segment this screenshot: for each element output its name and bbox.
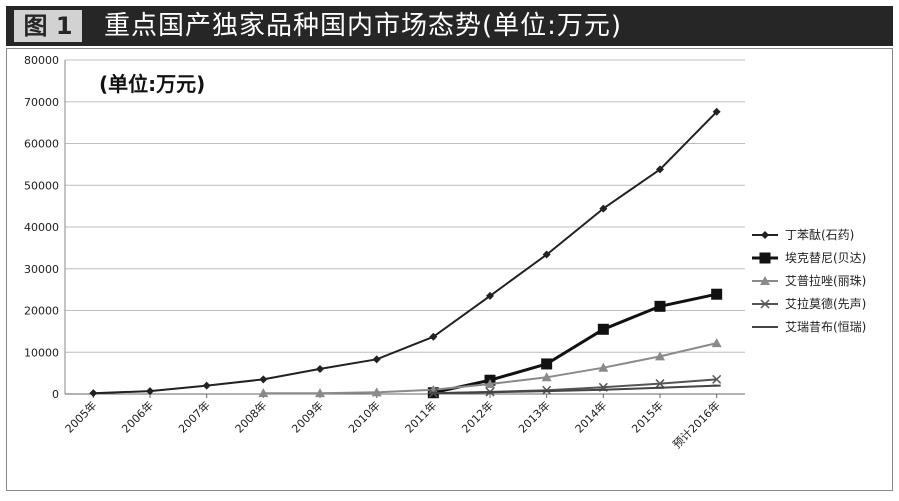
data-point-series-2 bbox=[541, 358, 553, 370]
data-point-series-4 bbox=[712, 374, 722, 384]
series-line-5 bbox=[433, 384, 717, 395]
legend-marker bbox=[760, 276, 770, 285]
x-tick-label: 预计2016年 bbox=[670, 398, 723, 451]
data-point-series-1 bbox=[89, 389, 98, 398]
x-tick-label: 2014年 bbox=[572, 398, 609, 435]
figure-number-badge: 图 1 bbox=[14, 10, 82, 42]
data-point-series-3 bbox=[371, 387, 382, 397]
data-point-series-1 bbox=[372, 355, 381, 364]
legend-marker bbox=[760, 299, 770, 309]
series-line-2 bbox=[432, 292, 718, 395]
legend-label: 埃克替尼(贝达) bbox=[785, 251, 866, 265]
data-point-series-3 bbox=[598, 362, 609, 372]
x-tick-label: 2012年 bbox=[459, 398, 496, 435]
x-tick-label: 2005年 bbox=[62, 398, 99, 435]
data-point-series-3 bbox=[655, 351, 665, 361]
x-tick-label: 2015年 bbox=[629, 398, 666, 435]
data-point-series-1 bbox=[202, 381, 211, 390]
data-point-series-3 bbox=[315, 388, 325, 398]
figure-header: 图 1 重点国产独家品种国内市场态势(单位:万元) bbox=[6, 6, 893, 46]
x-tick-label: 2007年 bbox=[175, 398, 212, 435]
data-point-series-3 bbox=[541, 372, 552, 382]
y-tick-label: 20000 bbox=[24, 305, 59, 318]
line-chart: 0 10000 20000 30000 40000 50000 60000 70000 8000… bbox=[24, 54, 866, 451]
data-point-series-1 bbox=[429, 332, 438, 341]
data-point-series-2 bbox=[654, 300, 666, 312]
y-tick-label: 60000 bbox=[24, 138, 59, 151]
data-point-series-1 bbox=[316, 364, 324, 373]
y-tick-label: 30000 bbox=[24, 263, 59, 276]
data-point-series-1 bbox=[599, 204, 608, 213]
legend-marker bbox=[761, 231, 769, 239]
y-tick-label: 80000 bbox=[24, 54, 59, 67]
x-tick-label: 2009年 bbox=[289, 398, 326, 435]
data-point-series-3 bbox=[711, 338, 722, 348]
data-point-series-1 bbox=[146, 387, 154, 396]
series-line-1 bbox=[93, 111, 718, 395]
legend-label: 艾瑞昔布(恒瑞) bbox=[785, 320, 866, 334]
data-point-series-1 bbox=[542, 250, 551, 259]
data-point-series-3 bbox=[485, 378, 495, 388]
data-point-series-1 bbox=[259, 375, 268, 384]
x-tick-label: 2011年 bbox=[402, 398, 439, 435]
legend-marker bbox=[759, 252, 771, 264]
data-point-series-2 bbox=[711, 288, 723, 300]
legend-label: 丁苯酞(石药) bbox=[785, 227, 854, 242]
unit-note: (单位:万元) bbox=[99, 72, 205, 96]
y-tick-label: 40000 bbox=[24, 221, 59, 234]
y-tick-label: 10000 bbox=[24, 346, 59, 359]
y-tick-label: 0 bbox=[52, 388, 59, 401]
data-point-series-1 bbox=[712, 107, 721, 116]
legend-label: 艾拉莫德(先声) bbox=[785, 296, 866, 311]
chart-frame: 0 10000 20000 30000 40000 50000 60000 70000 8000… bbox=[6, 48, 893, 491]
x-tick-label: 2013年 bbox=[515, 398, 552, 435]
x-tick-label: 2008年 bbox=[232, 398, 269, 435]
x-tick-label: 2006年 bbox=[119, 398, 156, 435]
legend-label: 艾普拉唑(丽珠) bbox=[785, 273, 866, 288]
data-point-series-1 bbox=[656, 165, 664, 174]
data-point-series-1 bbox=[486, 291, 494, 300]
data-point-series-3 bbox=[258, 388, 269, 398]
y-tick-label: 50000 bbox=[24, 179, 59, 192]
figure-title: 重点国产独家品种国内市场态势(单位:万元) bbox=[104, 11, 623, 41]
x-tick-label: 2010年 bbox=[345, 398, 382, 435]
data-point-series-2 bbox=[597, 323, 609, 335]
y-tick-label: 70000 bbox=[24, 96, 59, 109]
data-point-series-4 bbox=[655, 379, 665, 389]
